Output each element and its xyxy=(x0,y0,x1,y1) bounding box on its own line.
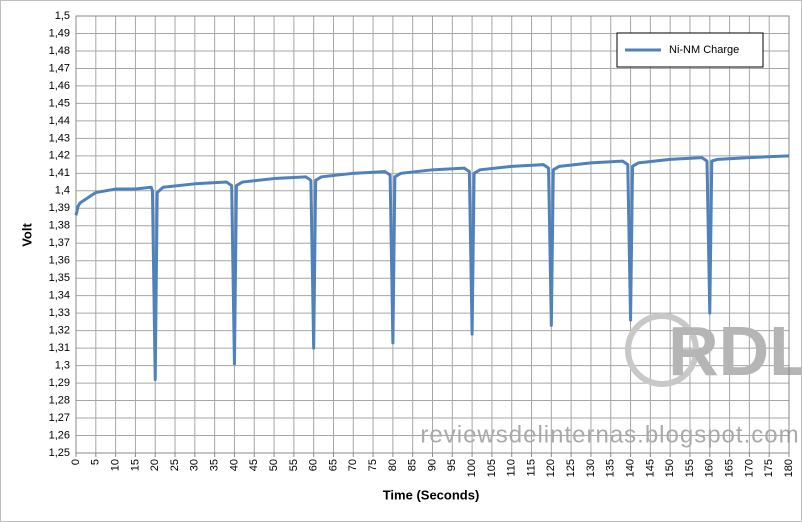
legend-label: Ni-NM Charge xyxy=(669,44,739,56)
y-tick-label: 1,3 xyxy=(55,360,70,372)
x-tick-label: 95 xyxy=(446,459,458,471)
data-line xyxy=(74,154,790,382)
y-tick-label: 1,26 xyxy=(49,429,70,441)
x-axis-title: Time (Seconds) xyxy=(383,487,480,502)
x-tick-label: 180 xyxy=(783,459,795,477)
y-tick-label: 1,4 xyxy=(55,185,70,197)
x-tick-label: 115 xyxy=(525,459,537,477)
x-tick-label: 125 xyxy=(565,459,577,477)
x-tick-label: 20 xyxy=(149,459,161,471)
x-tick-label: 55 xyxy=(288,459,300,471)
y-tick-label: 1,44 xyxy=(49,115,70,127)
watermark: RDL reviewsdelinternas.blogspot.com xyxy=(420,312,802,448)
x-tick-label: 70 xyxy=(347,459,359,471)
y-tick-label: 1,43 xyxy=(49,132,70,144)
y-tick-label: 1,42 xyxy=(49,150,70,162)
x-tick-label: 110 xyxy=(506,459,518,477)
x-tick-label: 140 xyxy=(624,459,636,477)
y-tick-label: 1,35 xyxy=(49,272,70,284)
y-tick-label: 1,27 xyxy=(49,412,70,424)
x-tick-label: 35 xyxy=(209,459,221,471)
y-axis-title: Volt xyxy=(19,223,34,247)
y-tick-label: 1,39 xyxy=(49,202,70,214)
x-tick-label: 80 xyxy=(387,459,399,471)
y-tick-label: 1,46 xyxy=(49,80,70,92)
plot-frame xyxy=(75,15,790,454)
y-tick-label: 1,32 xyxy=(49,325,70,337)
x-tick-label: 135 xyxy=(605,459,617,477)
y-tick-label: 1,38 xyxy=(49,220,70,232)
x-tick-label: 130 xyxy=(585,459,597,477)
x-tick-label: 85 xyxy=(407,459,419,471)
x-tick-label: 160 xyxy=(704,459,716,477)
x-tick-label: 30 xyxy=(189,459,201,471)
x-tick-label: 90 xyxy=(426,459,438,471)
x-tick-label: 75 xyxy=(367,459,379,471)
x-tick-label: 5 xyxy=(90,459,102,465)
y-tick-label: 1,45 xyxy=(49,97,70,109)
x-tick-label: 105 xyxy=(486,459,498,477)
y-tick-label: 1,47 xyxy=(49,62,70,74)
y-tick-label: 1,34 xyxy=(49,290,70,302)
y-tick-label: 1,41 xyxy=(49,167,70,179)
y-tick-label: 1,36 xyxy=(49,255,70,267)
x-tick-label: 155 xyxy=(684,459,696,477)
x-tick-label: 0 xyxy=(70,459,82,465)
x-tick-label: 150 xyxy=(664,459,676,477)
y-tick-label: 1,31 xyxy=(49,342,70,354)
logo-lens xyxy=(625,313,699,387)
x-tick-label: 145 xyxy=(644,459,656,477)
y-tick-label: 1,29 xyxy=(49,377,70,389)
x-tick-label: 120 xyxy=(545,459,557,477)
x-tick-label: 15 xyxy=(129,459,141,471)
x-tick-label: 100 xyxy=(466,459,478,477)
y-tick-label: 1,48 xyxy=(49,45,70,57)
y-tick-label: 1,25 xyxy=(49,447,70,459)
x-tick-label: 60 xyxy=(308,459,320,471)
x-tick-label: 45 xyxy=(248,459,260,471)
x-tick-label: 50 xyxy=(268,459,280,471)
y-tick-label: 1,33 xyxy=(49,307,70,319)
y-tick-label: 1,37 xyxy=(49,237,70,249)
logo-text: RDL xyxy=(668,312,802,390)
x-tick-label: 175 xyxy=(763,459,775,477)
x-tick-label: 10 xyxy=(110,459,122,471)
y-tick-label: 1,28 xyxy=(49,394,70,406)
y-tick-label: 1,49 xyxy=(49,27,70,39)
y-tick-label: 1,5 xyxy=(55,10,70,22)
x-tick-label: 170 xyxy=(743,459,755,477)
x-tick-label: 165 xyxy=(723,459,735,477)
x-tick-label: 40 xyxy=(228,459,240,471)
x-tick-label: 25 xyxy=(169,459,181,471)
x-tick-label: 65 xyxy=(327,459,339,471)
watermark-text: reviewsdelinternas.blogspot.com xyxy=(420,421,799,448)
